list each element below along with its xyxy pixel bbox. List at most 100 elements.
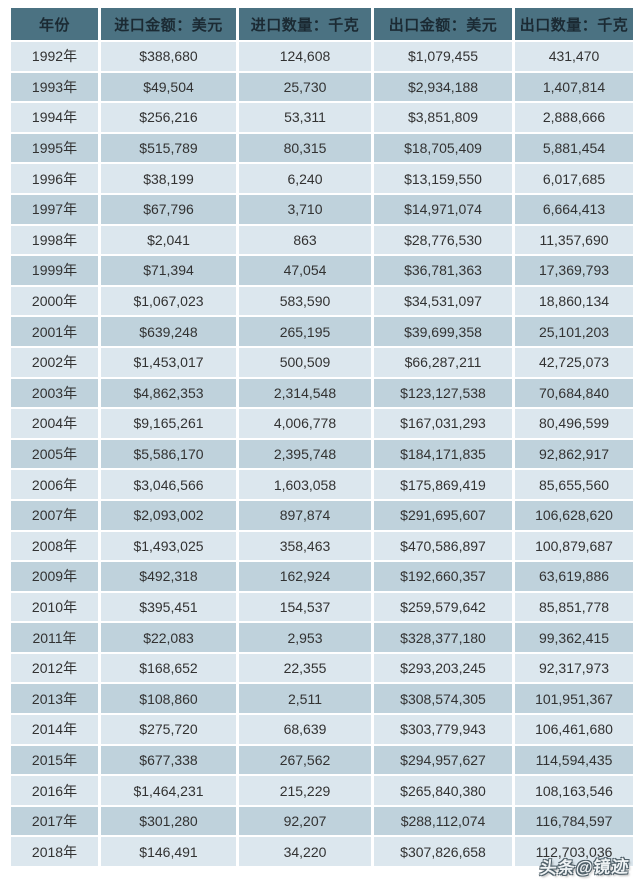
- cell-import-quantity: 6,240: [239, 164, 371, 193]
- table-row: 2003年 $4,862,353 2,314,548 $123,127,538 70,6…: [11, 378, 633, 408]
- cell-import-quantity: 267,562: [239, 745, 371, 775]
- cell-import-value: $2,093,002: [101, 500, 236, 530]
- cell-import-quantity: 500,509: [239, 347, 371, 377]
- cell-year: 2005年: [11, 439, 98, 469]
- column-header-import-quantity: 进口数量：千克: [239, 8, 371, 40]
- table-row: 2006年 $3,046,566 1,603,058 $175,869,419 85,6…: [11, 470, 633, 499]
- cell-year: 1997年: [11, 194, 98, 224]
- table-row: 1994年 $256,216 53,311 $3,851,809 2,888,666: [11, 103, 633, 132]
- cell-export-value: $192,660,357: [374, 562, 512, 591]
- cell-import-quantity: 358,463: [239, 531, 371, 561]
- cell-import-value: $71,394: [101, 256, 236, 285]
- cell-export-quantity: 17,369,793: [515, 256, 633, 285]
- cell-import-value: $38,199: [101, 164, 236, 193]
- cell-year: 2014年: [11, 715, 98, 744]
- cell-import-value: $4,862,353: [101, 378, 236, 408]
- cell-export-quantity: 431,470: [515, 42, 633, 71]
- table-row: 2011年 $22,083 2,953 $328,377,180 99,362,415: [11, 623, 633, 652]
- cell-export-value: $294,957,627: [374, 745, 512, 775]
- cell-import-quantity: 583,590: [239, 286, 371, 316]
- cell-import-quantity: 2,314,548: [239, 378, 371, 408]
- cell-export-quantity: 106,461,680: [515, 715, 633, 744]
- cell-export-quantity: 42,725,073: [515, 347, 633, 377]
- cell-year: 2006年: [11, 470, 98, 499]
- cell-export-value: $308,574,305: [374, 684, 512, 714]
- cell-import-quantity: 2,511: [239, 684, 371, 714]
- cell-import-value: $2,041: [101, 225, 236, 255]
- cell-export-quantity: 112,703,036: [515, 837, 633, 867]
- cell-export-value: $303,779,943: [374, 715, 512, 744]
- cell-year: 2018年: [11, 837, 98, 867]
- cell-year: 1996年: [11, 164, 98, 193]
- cell-year: 1992年: [11, 42, 98, 71]
- cell-export-value: $18,705,409: [374, 133, 512, 163]
- cell-import-quantity: 4,006,778: [239, 409, 371, 438]
- cell-year: 2002年: [11, 347, 98, 377]
- table-row: 1997年 $67,796 3,710 $14,971,074 6,664,413: [11, 194, 633, 224]
- cell-export-value: $28,776,530: [374, 225, 512, 255]
- cell-import-value: $1,493,025: [101, 531, 236, 561]
- cell-import-value: $22,083: [101, 623, 236, 652]
- cell-export-quantity: 5,881,454: [515, 133, 633, 163]
- column-header-export-value: 出口金额：美元: [374, 8, 512, 40]
- cell-export-quantity: 25,101,203: [515, 317, 633, 346]
- cell-import-quantity: 22,355: [239, 653, 371, 683]
- cell-export-value: $265,840,380: [374, 776, 512, 805]
- cell-export-quantity: 114,594,435: [515, 745, 633, 775]
- cell-import-value: $275,720: [101, 715, 236, 744]
- cell-import-quantity: 265,195: [239, 317, 371, 346]
- cell-import-value: $146,491: [101, 837, 236, 867]
- cell-import-value: $639,248: [101, 317, 236, 346]
- cell-import-value: $9,165,261: [101, 409, 236, 438]
- column-header-export-quantity: 出口数量：千克: [515, 8, 633, 40]
- cell-import-quantity: 2,953: [239, 623, 371, 652]
- cell-import-value: $256,216: [101, 103, 236, 132]
- cell-import-value: $492,318: [101, 562, 236, 591]
- cell-import-quantity: 34,220: [239, 837, 371, 867]
- cell-year: 2015年: [11, 745, 98, 775]
- cell-import-value: $677,338: [101, 745, 236, 775]
- cell-export-quantity: 2,888,666: [515, 103, 633, 132]
- cell-export-value: $36,781,363: [374, 256, 512, 285]
- cell-export-quantity: 18,860,134: [515, 286, 633, 316]
- cell-year: 2007年: [11, 500, 98, 530]
- cell-year: 2004年: [11, 409, 98, 438]
- cell-year: 1994年: [11, 103, 98, 132]
- cell-export-quantity: 70,684,840: [515, 378, 633, 408]
- cell-export-value: $307,826,658: [374, 837, 512, 867]
- cell-import-quantity: 1,603,058: [239, 470, 371, 499]
- table-row: 2007年 $2,093,002 897,874 $291,695,607 106,62…: [11, 500, 633, 530]
- cell-export-quantity: 85,851,778: [515, 592, 633, 622]
- table-row: 2012年 $168,652 22,355 $293,203,245 92,317,97…: [11, 653, 633, 683]
- cell-import-quantity: 215,229: [239, 776, 371, 805]
- cell-year: 2008年: [11, 531, 98, 561]
- cell-year: 2017年: [11, 806, 98, 836]
- table-row: 1993年 $49,504 25,730 $2,934,188 1,407,814: [11, 72, 633, 102]
- cell-import-value: $108,860: [101, 684, 236, 714]
- cell-export-quantity: 80,496,599: [515, 409, 633, 438]
- cell-export-quantity: 116,784,597: [515, 806, 633, 836]
- table-row: 2015年 $677,338 267,562 $294,957,627 114,594,…: [11, 745, 633, 775]
- table-row: 2014年 $275,720 68,639 $303,779,943 106,461,6…: [11, 715, 633, 744]
- cell-export-value: $175,869,419: [374, 470, 512, 499]
- cell-export-value: $1,079,455: [374, 42, 512, 71]
- cell-export-quantity: 6,664,413: [515, 194, 633, 224]
- cell-export-value: $167,031,293: [374, 409, 512, 438]
- cell-year: 2016年: [11, 776, 98, 805]
- cell-import-quantity: 124,608: [239, 42, 371, 71]
- cell-import-quantity: 47,054: [239, 256, 371, 285]
- cell-export-value: $470,586,897: [374, 531, 512, 561]
- cell-import-value: $515,789: [101, 133, 236, 163]
- cell-import-quantity: 92,207: [239, 806, 371, 836]
- cell-export-quantity: 99,362,415: [515, 623, 633, 652]
- trade-data-table: 年份 进口金额：美元 进口数量：千克 出口金额：美元 出口数量：千克 1992年…: [8, 6, 636, 868]
- cell-export-value: $293,203,245: [374, 653, 512, 683]
- table-row: 2001年 $639,248 265,195 $39,699,358 25,101,20…: [11, 317, 633, 346]
- table-row: 2002年 $1,453,017 500,509 $66,287,211 42,725,…: [11, 347, 633, 377]
- table-row: 2010年 $395,451 154,537 $259,579,642 85,851,7…: [11, 592, 633, 622]
- cell-import-quantity: 154,537: [239, 592, 371, 622]
- cell-import-quantity: 53,311: [239, 103, 371, 132]
- column-header-import-value: 进口金额：美元: [101, 8, 236, 40]
- table-row: 2005年 $5,586,170 2,395,748 $184,171,835 92,8…: [11, 439, 633, 469]
